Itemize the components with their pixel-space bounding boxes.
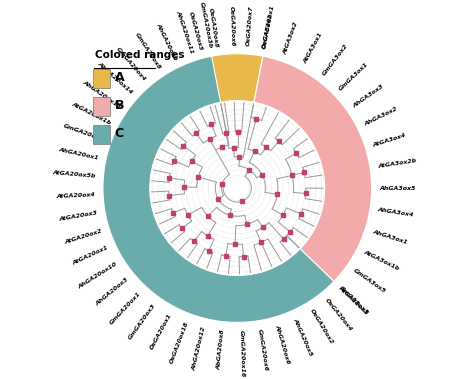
Text: OsGA20ox18: OsGA20ox18 (169, 320, 189, 364)
Text: AtGA3ox2: AtGA3ox2 (283, 21, 300, 55)
Text: GmGA3ox2: GmGA3ox2 (321, 43, 349, 77)
Text: AhGA3ox3: AhGA3ox3 (352, 83, 385, 108)
Text: AhGA3ox2: AhGA3ox2 (364, 107, 399, 127)
Text: OsGA20ox7: OsGA20ox7 (246, 6, 254, 47)
Text: AhGA20ox6: AhGA20ox6 (275, 324, 291, 364)
Wedge shape (103, 56, 334, 323)
Text: GmGA20ox6: GmGA20ox6 (257, 328, 268, 371)
Text: AtGA20ox3: AtGA20ox3 (58, 210, 98, 222)
Text: AtGA3ox2b: AtGA3ox2b (377, 158, 417, 169)
Text: OsGA20ox8: OsGA20ox8 (208, 7, 219, 48)
Text: GmGA20ox4: GmGA20ox4 (115, 46, 146, 82)
Text: OsGA20ox6: OsGA20ox6 (228, 5, 235, 46)
Text: AtGA20ox1b: AtGA20ox1b (71, 101, 112, 125)
Text: AtGA20ox5b: AtGA20ox5b (52, 170, 96, 179)
Wedge shape (202, 54, 263, 103)
Text: OsGAC20ox1: OsGAC20ox1 (262, 4, 275, 49)
Text: AhGA3ox1: AhGA3ox1 (372, 229, 408, 244)
Text: A: A (115, 72, 124, 85)
Text: OsGA20ox1: OsGA20ox1 (149, 312, 173, 350)
Text: GmGA3ox3: GmGA3ox3 (338, 285, 369, 315)
Text: AbGA20ox14: AbGA20ox14 (96, 61, 133, 95)
Text: AtGA3ox1b: AtGA3ox1b (364, 249, 401, 271)
Text: GmGA20ox3: GmGA20ox3 (128, 302, 156, 340)
Text: AtGA20ox2: AtGA20ox2 (64, 228, 102, 244)
FancyBboxPatch shape (93, 97, 109, 116)
Text: GmGA20ox8: GmGA20ox8 (134, 32, 162, 70)
Text: OsGA3ox2: OsGA3ox2 (262, 13, 273, 49)
Text: GmGA20ox1: GmGA20ox1 (109, 290, 142, 325)
FancyBboxPatch shape (93, 69, 109, 88)
Text: OsGA20ox2: OsGA20ox2 (309, 309, 334, 346)
Text: OsGA20ox4: OsGA20ox4 (324, 298, 353, 332)
Text: AhGA3ox5: AhGA3ox5 (379, 186, 416, 191)
Text: OsGA20ox5: OsGA20ox5 (188, 11, 203, 52)
Text: AtGA20ox1: AtGA20ox1 (72, 246, 109, 266)
Text: AbGA20ox8: AbGA20ox8 (216, 329, 225, 370)
Text: GmGA3ox1: GmGA3ox1 (338, 61, 369, 91)
Text: AhGA20ox12: AhGA20ox12 (191, 326, 207, 371)
Text: AtGA3ox1: AtGA3ox1 (303, 32, 324, 64)
Text: AhGA20ox1: AhGA20ox1 (58, 147, 99, 160)
Text: B: B (115, 99, 124, 112)
Text: GmGA20ox7: GmGA20ox7 (62, 123, 104, 143)
Text: AhGA20ox9: AhGA20ox9 (155, 22, 178, 61)
Text: AhGA20ox5: AhGA20ox5 (292, 317, 313, 357)
Text: Colored ranges: Colored ranges (95, 50, 184, 60)
Text: AhGA20ox10: AhGA20ox10 (77, 262, 118, 290)
Text: AhGA20ox11: AhGA20ox11 (176, 9, 195, 54)
Text: AhGA20ox13: AhGA20ox13 (82, 80, 121, 110)
Text: AtGA20ox5: AtGA20ox5 (338, 285, 369, 316)
Text: AtGA20ox4: AtGA20ox4 (56, 192, 95, 199)
Text: AhGA20ox3: AhGA20ox3 (95, 277, 129, 307)
FancyBboxPatch shape (93, 125, 109, 144)
Wedge shape (254, 56, 372, 281)
Text: C: C (115, 127, 124, 140)
Text: GmGA20ox3b: GmGA20ox3b (199, 2, 212, 49)
Text: GmGA3ox5: GmGA3ox5 (352, 268, 386, 294)
Text: AhGA3ox4: AhGA3ox4 (377, 207, 414, 218)
Text: GmGA20ox16: GmGA20ox16 (238, 330, 245, 377)
Text: AtGA3ox4: AtGA3ox4 (372, 133, 407, 148)
